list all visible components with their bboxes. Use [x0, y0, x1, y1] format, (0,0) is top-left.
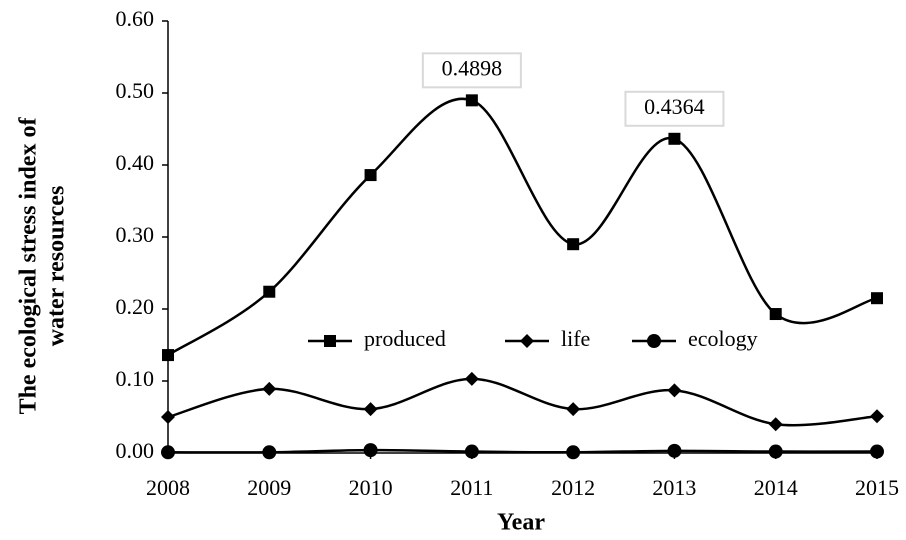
- legend-label: produced: [364, 326, 446, 351]
- legend-marker: [520, 334, 534, 348]
- data-point: [668, 132, 681, 145]
- y-tick-label: 0.50: [116, 78, 155, 103]
- x-tick-label: 2015: [855, 475, 899, 500]
- data-point: [870, 409, 884, 424]
- data-point: [263, 285, 276, 298]
- y-axis-title: water resources: [44, 186, 70, 347]
- value-label-box: [624, 90, 725, 127]
- value-label: 0.4898: [442, 55, 503, 80]
- data-point: [162, 349, 174, 362]
- y-tick-label: 0.00: [116, 438, 155, 463]
- legend-label: life: [561, 326, 590, 351]
- data-point: [464, 444, 479, 459]
- legend-marker: [324, 335, 336, 347]
- data-point: [566, 402, 581, 417]
- x-tick-label: 2014: [754, 475, 798, 500]
- x-tick-label: 2013: [652, 475, 696, 500]
- data-point: [262, 381, 277, 396]
- value-label: 0.4364: [644, 94, 705, 119]
- x-axis-title: Year: [497, 510, 545, 536]
- data-point: [870, 444, 884, 459]
- legend-label: ecology: [688, 326, 758, 351]
- y-tick-label: 0.20: [116, 294, 155, 319]
- data-point: [161, 445, 175, 460]
- data-point: [363, 443, 378, 458]
- data-point: [768, 417, 783, 432]
- data-point: [464, 371, 479, 386]
- data-point: [262, 445, 277, 460]
- data-point: [363, 402, 378, 417]
- data-point: [364, 169, 377, 182]
- y-tick-label: 0.60: [116, 6, 155, 31]
- y-tick-label: 0.30: [116, 222, 155, 247]
- data-point: [465, 94, 478, 107]
- y-tick-label: 0.10: [116, 366, 155, 391]
- data-point: [161, 410, 175, 424]
- x-tick-label: 2009: [247, 475, 291, 500]
- value-label-box: [421, 52, 522, 89]
- data-point: [769, 308, 782, 321]
- data-point: [871, 292, 883, 305]
- data-point: [567, 238, 580, 251]
- data-point: [667, 443, 682, 458]
- x-tick-label: 2008: [146, 475, 190, 500]
- data-point: [667, 383, 682, 398]
- series-line: [167, 97, 878, 357]
- series-line: [167, 448, 878, 454]
- x-tick-label: 2010: [349, 475, 393, 500]
- data-point: [566, 445, 581, 460]
- data-point: [768, 444, 783, 459]
- legend-marker: [647, 334, 661, 348]
- x-tick-label: 2012: [551, 475, 595, 500]
- series-line: [167, 377, 878, 427]
- y-tick-label: 0.40: [116, 150, 155, 175]
- y-axis-title: The ecological stress index of: [16, 117, 42, 415]
- x-tick-label: 2011: [450, 475, 493, 500]
